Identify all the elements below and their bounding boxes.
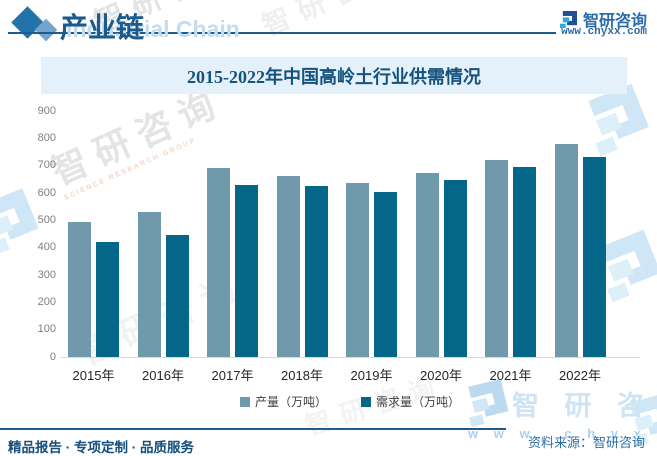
header-divider	[8, 32, 556, 34]
legend-swatch	[361, 396, 371, 407]
legend-item: 需求量（万吨）	[361, 393, 460, 410]
y-axis-tick-label: 0	[49, 350, 56, 363]
bar-产量（万吨）-2017年	[207, 168, 230, 357]
y-axis-tick-label: 600	[37, 186, 56, 199]
page-header: Industrial Chain 产业链 智研咨询 www.chyxx.com	[0, 0, 657, 46]
x-axis-tick-label: 2022年	[559, 368, 601, 383]
footer-divider	[0, 428, 506, 430]
y-axis-tick-label: 100	[37, 323, 56, 336]
x-axis-tick-label: 2020年	[420, 368, 462, 383]
bar-产量（万吨）-2016年	[137, 212, 161, 357]
bar-产量（万吨）-2018年	[276, 176, 300, 357]
bar-需求量（万吨）-2020年	[443, 180, 467, 357]
y-axis-tick-label: 200	[37, 295, 56, 308]
chart-legend: 产量（万吨） 需求量（万吨）	[60, 393, 640, 410]
section-watermark-en: Industrial Chain	[66, 16, 240, 42]
bar-需求量（万吨）-2022年	[582, 157, 606, 357]
x-axis-tick-label: 2021年	[489, 368, 532, 383]
x-axis-tick-label: 2015年	[72, 368, 115, 383]
bar-产量（万吨）-2019年	[346, 182, 369, 357]
data-source: 资料来源：智研咨询	[527, 435, 645, 450]
y-axis-tick-label: 900	[37, 104, 56, 117]
x-axis-tick-label: 2018年	[281, 368, 323, 383]
bar-产量（万吨）-2021年	[485, 160, 508, 357]
bar-产量（万吨）-2015年	[68, 221, 91, 357]
bar-需求量（万吨）-2021年	[513, 166, 536, 357]
footer-services: 精品报告 · 专项定制 · 品质服务	[8, 440, 194, 455]
brand-logo-icon	[559, 10, 577, 28]
chart-title-banner: 2015-2022年中国高岭土行业供需情况	[41, 57, 627, 94]
legend-swatch	[239, 396, 250, 407]
bar-需求量（万吨）-2018年	[304, 186, 328, 357]
legend-label: 需求量（万吨）	[376, 395, 461, 409]
legend-label: 产量（万吨）	[254, 395, 327, 409]
section-title: 产业链	[60, 13, 145, 44]
bar-需求量（万吨）-2017年	[235, 184, 258, 357]
bar-产量（万吨）-2020年	[415, 172, 439, 357]
x-axis-tick-label: 2017年	[211, 368, 254, 383]
chart-title: 2015-2022年中国高岭土行业供需情况	[187, 66, 481, 87]
bar-产量（万吨）-2022年	[554, 144, 578, 357]
x-axis-tick-label: 2016年	[142, 368, 184, 383]
y-axis-tick-label: 500	[37, 213, 56, 226]
legend-item: 产量（万吨）	[239, 393, 327, 410]
x-axis-tick-label: 2019年	[350, 368, 393, 383]
y-axis-tick-label: 800	[37, 131, 56, 144]
brand-website: www.chyxx.com	[561, 26, 647, 38]
y-axis-tick-label: 700	[37, 159, 56, 172]
y-axis-tick-label: 300	[37, 268, 56, 281]
bar-需求量（万吨）-2016年	[165, 234, 189, 357]
x-axis-line	[60, 357, 640, 358]
brand-block: 智研咨询	[559, 7, 647, 31]
section-diamond-icon	[11, 6, 64, 42]
bar-需求量（万吨）-2015年	[96, 241, 119, 357]
brand-name: 智研咨询	[582, 13, 647, 30]
y-axis-tick-label: 400	[37, 241, 56, 254]
bar-需求量（万吨）-2019年	[374, 192, 397, 357]
